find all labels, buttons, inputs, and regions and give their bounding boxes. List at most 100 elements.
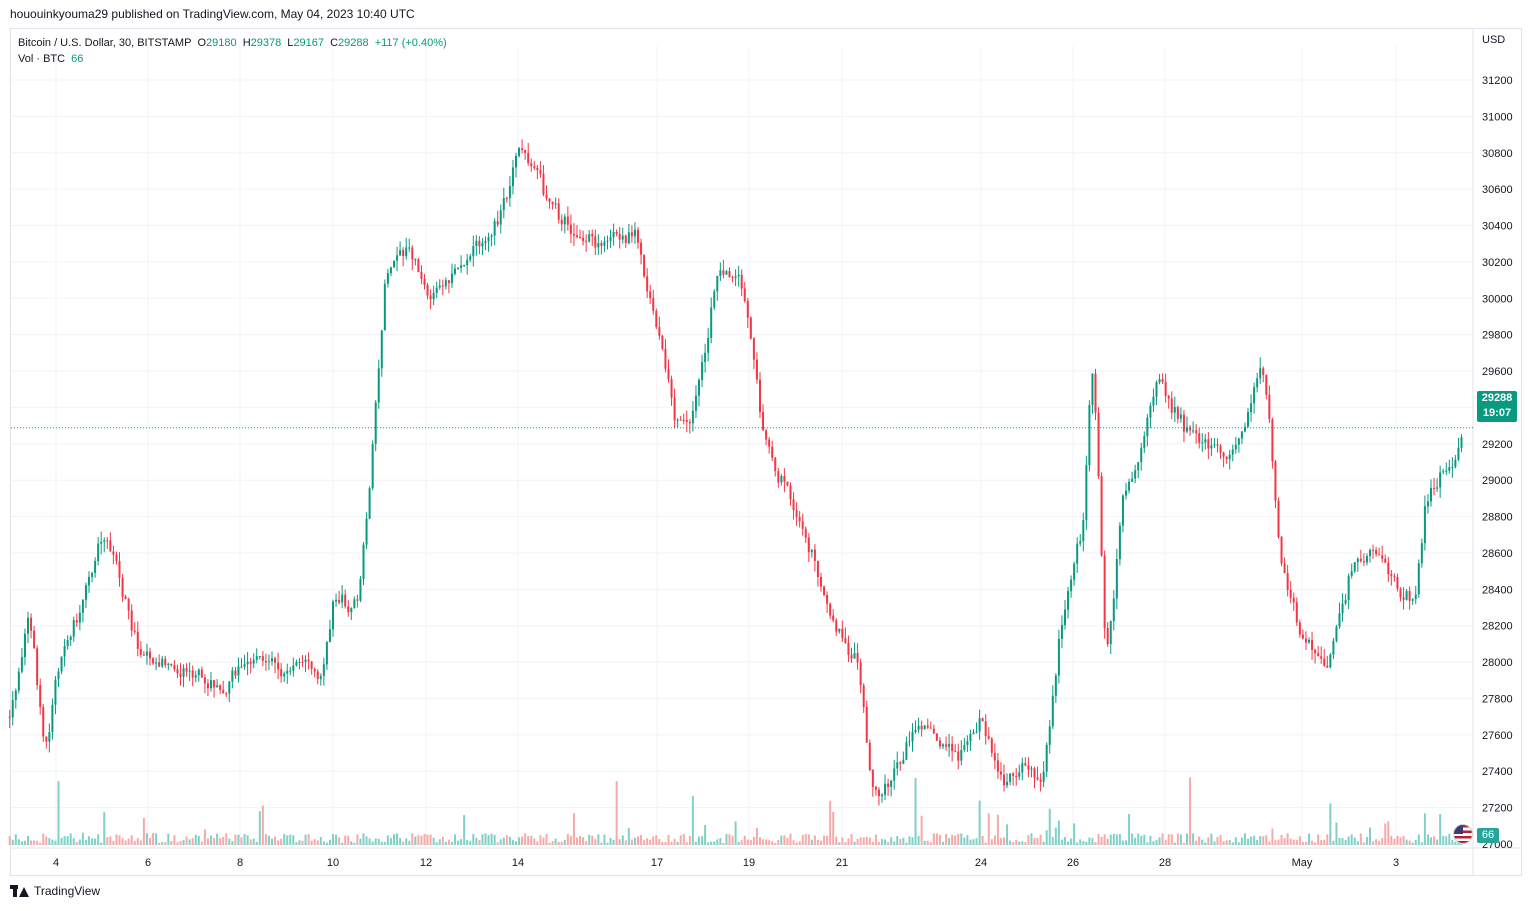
volume-bar [164, 842, 167, 845]
candle-body [1426, 501, 1429, 507]
candle-body [518, 148, 521, 156]
candle-body [185, 668, 188, 672]
volume-bar [362, 833, 365, 845]
volume-bar [441, 836, 444, 845]
candle-body [1353, 562, 1356, 572]
candle-body [194, 675, 197, 678]
candle-body [691, 410, 694, 424]
volume-bar [152, 833, 155, 845]
candle-body [206, 683, 209, 689]
candle-body [472, 246, 475, 257]
candle-body [905, 742, 908, 760]
volume-bar [585, 841, 588, 845]
candle-body [582, 237, 585, 242]
volume-bar [777, 840, 780, 845]
volume-bar [609, 837, 612, 845]
candle-body [1356, 558, 1359, 563]
legend-volume-label[interactable]: Vol · BTC [18, 53, 66, 65]
volume-bar [694, 841, 697, 845]
candle-body [17, 671, 20, 691]
candle-body [435, 287, 438, 293]
legend-close-label: C [330, 37, 339, 49]
candle-body [1094, 373, 1097, 413]
candle-body [1100, 476, 1103, 556]
legend-high-value: 29378 [250, 37, 282, 49]
candle-body [347, 606, 350, 613]
candle-body [130, 610, 133, 631]
volume-bar [1109, 834, 1112, 845]
volume-bar [518, 837, 521, 845]
candle-body [127, 598, 130, 611]
candle-body [335, 599, 338, 602]
legend-symbol[interactable]: Bitcoin / U.S. Dollar, 30, BITSTAMP [18, 37, 192, 49]
candle-body [768, 439, 771, 447]
candle-body [176, 669, 179, 674]
candle-body [277, 662, 280, 670]
volume-bar [530, 835, 533, 845]
volume-bar [1073, 823, 1076, 845]
volume-bar [399, 837, 402, 845]
candle-body [60, 656, 63, 672]
volume-bar [679, 835, 682, 845]
candle-body [502, 198, 505, 211]
volume-bar [597, 834, 600, 845]
candle-body [762, 412, 765, 431]
volume-bar [1387, 821, 1390, 845]
volume-bar [23, 840, 26, 845]
volume-bar [353, 842, 356, 845]
candle-body [1201, 442, 1204, 444]
candle-body [1060, 624, 1063, 639]
candle-body [1213, 444, 1216, 446]
tradingview-logo-icon [10, 885, 30, 897]
candle-body [749, 317, 752, 339]
volume-bar [1115, 834, 1118, 845]
candle-body [1182, 414, 1185, 432]
volume-bar [1213, 841, 1216, 845]
candle-body [1308, 639, 1310, 643]
candle-body [1036, 777, 1039, 780]
volume-bar [1320, 840, 1323, 845]
volume-bar [716, 839, 719, 845]
volume-bar [414, 836, 417, 845]
candle-body [1057, 638, 1060, 676]
candle-body [1216, 444, 1219, 446]
candle-body [704, 352, 707, 362]
volume-bar [978, 800, 981, 845]
volume-bar [920, 815, 923, 845]
volume-bar [1128, 814, 1131, 845]
candle-body [1009, 773, 1012, 782]
volume-bar [420, 835, 423, 845]
volume-bar [1012, 842, 1015, 845]
currency-label[interactable]: USD [1482, 34, 1506, 46]
candle-body [734, 276, 737, 279]
volume-bar [774, 842, 777, 845]
volume-bar [865, 836, 868, 845]
candle-body [161, 658, 164, 667]
candle-body [505, 198, 508, 200]
legend-open-value: 29180 [206, 37, 237, 49]
volume-bar [1423, 813, 1426, 845]
volume-bar [295, 842, 298, 845]
candle-body [1381, 555, 1384, 559]
volume-bar [704, 825, 707, 845]
candle-body [1189, 427, 1192, 431]
volume-bar [884, 839, 887, 845]
footer-brand[interactable]: TradingView [10, 884, 100, 898]
last-price-badge: 29288 19:07 [1477, 391, 1517, 422]
candle-body [33, 630, 36, 649]
volume-bar [1384, 823, 1387, 845]
volume-bar [1182, 842, 1185, 845]
y-tick-label: 27800 [1482, 693, 1513, 705]
candle-body [469, 256, 472, 260]
volume-bar [130, 835, 133, 845]
volume-bar [545, 834, 548, 845]
candle-body [1115, 559, 1118, 599]
candle-body [1408, 591, 1411, 601]
candle-body [1314, 649, 1317, 654]
volume-bar [8, 836, 11, 845]
volume-bar [261, 805, 264, 845]
x-tick-label: 17 [651, 857, 663, 869]
candle-body [274, 658, 277, 663]
volume-bar [554, 838, 557, 845]
